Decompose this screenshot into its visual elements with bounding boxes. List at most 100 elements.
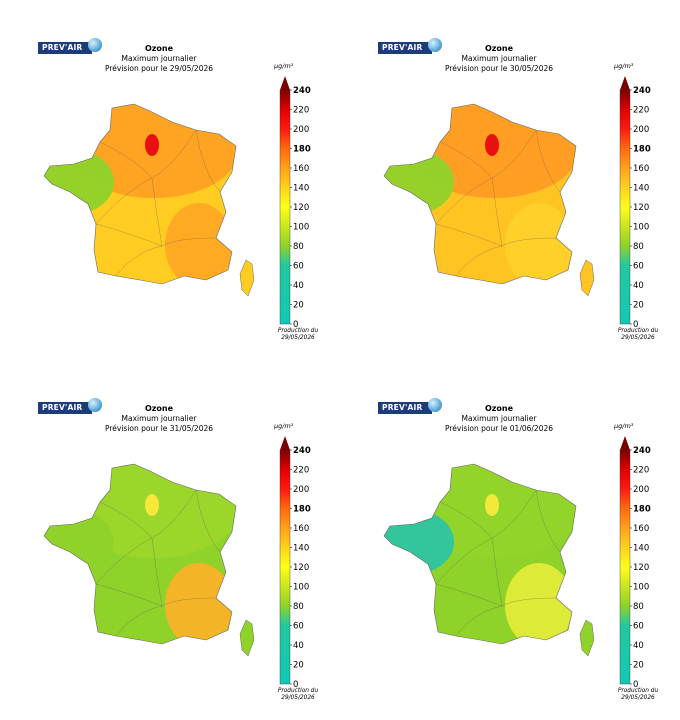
unit-label: µg/m³ — [274, 422, 294, 430]
colorbar: 0 20 40 60 80 100 120 140 160 180 200 220 240 — [279, 436, 311, 690]
logo-text: PREV'AIR — [42, 403, 83, 412]
panel-title: Ozone — [144, 44, 174, 53]
logo-text: PREV'AIR — [382, 403, 423, 412]
unit-label: µg/m³ — [274, 62, 294, 70]
hotspot — [485, 494, 499, 516]
colorbar-tick-label: 40 — [293, 641, 304, 651]
colorbar-tick-label: 120 — [633, 563, 649, 573]
colorbar-tick-label: 60 — [293, 622, 304, 632]
colorbar-tick-label: 120 — [633, 203, 649, 213]
colorbar-tick-label: 140 — [293, 544, 309, 554]
colorbar: 0 20 40 60 80 100 120 140 160 180 200 220 240 — [619, 436, 651, 690]
colorbar-tick-label: 220 — [293, 466, 309, 476]
colorbar-tick-label: 240 — [633, 86, 651, 96]
colorbar: 0 20 40 60 80 100 120 140 160 180 200 220 240 — [619, 76, 651, 330]
colorbar-tick-label: 160 — [633, 524, 649, 534]
forecast-date: Prévision pour le 31/05/2026 — [104, 424, 214, 433]
corsica — [579, 619, 594, 657]
west-zone — [384, 510, 454, 574]
production-label: Production du — [277, 688, 319, 694]
region-border — [95, 223, 163, 247]
hotspot — [145, 134, 159, 156]
colorbar-tick-label: 0 — [633, 320, 638, 330]
region-border — [95, 177, 153, 225]
panel-titles: Ozone Maximum journalier Prévision pour … — [84, 404, 234, 434]
panel-titles: Ozone Maximum journalier Prévision pour … — [424, 404, 574, 434]
panel-title: Ozone — [484, 44, 514, 53]
logo-text: PREV'AIR — [42, 43, 83, 52]
colorbar: 0 20 40 60 80 100 120 140 160 180 200 220 240 — [279, 76, 311, 330]
colorbar-tick-label: 20 — [633, 301, 644, 311]
region-border — [115, 245, 163, 277]
production-note: Production du 29/05/2026 — [606, 688, 670, 702]
forecast-date: Prévision pour le 01/06/2026 — [444, 424, 554, 433]
colorbar-tick-label: 80 — [293, 602, 304, 612]
colorbar-tick-label: 180 — [293, 505, 311, 515]
globe-icon — [88, 38, 102, 52]
france-outline — [383, 103, 577, 285]
panel-title: Ozone — [484, 404, 514, 413]
prevair-logo: PREV'AIR — [378, 398, 442, 414]
panel-titles: Ozone Maximum journalier Prévision pour … — [84, 44, 234, 74]
west-zone — [44, 150, 114, 214]
colorbar-tick-label: 80 — [633, 242, 644, 252]
production-date: 29/05/2026 — [281, 695, 315, 701]
globe-icon — [428, 38, 442, 52]
colorbar-tick-label: 100 — [293, 223, 309, 233]
colorbar-arrow — [620, 436, 630, 450]
production-date: 29/05/2026 — [621, 695, 655, 701]
colorbar-tick-label: 60 — [633, 622, 644, 632]
france-outline — [383, 463, 577, 645]
colorbar-tick-label: 200 — [293, 125, 309, 135]
production-note: Production du 29/05/2026 — [606, 328, 670, 342]
colorbar-gradient — [279, 449, 291, 685]
hotspot — [145, 494, 159, 516]
colorbar-tick-label: 40 — [293, 281, 304, 291]
corsica — [239, 259, 254, 297]
colorbar-tick-label: 220 — [633, 106, 649, 116]
unit-label: µg/m³ — [614, 62, 634, 70]
logo-text: PREV'AIR — [382, 43, 423, 52]
production-note: Production du 29/05/2026 — [266, 688, 330, 702]
forecast-panel: PREV'AIR Ozone Maximum journalier Prévis… — [0, 0, 340, 360]
corsica — [239, 619, 254, 657]
colorbar-tick-label: 160 — [633, 164, 649, 174]
globe-icon — [88, 398, 102, 412]
colorbar-arrow — [280, 76, 290, 90]
colorbar-tick-label: 240 — [633, 446, 651, 456]
production-label: Production du — [617, 688, 659, 694]
france-ozone-map — [43, 103, 254, 297]
southeast-zone — [165, 563, 233, 644]
colorbar-tick-label: 240 — [293, 86, 311, 96]
colorbar-tick-label: 40 — [633, 641, 644, 651]
region-border — [435, 223, 503, 247]
southeast-zone — [505, 203, 573, 284]
colorbar-tick-label: 0 — [293, 320, 298, 330]
colorbar-tick-label: 180 — [293, 145, 311, 155]
colorbar-tick-label: 100 — [293, 583, 309, 593]
hotspot — [485, 134, 499, 156]
colorbar-tick-label: 160 — [293, 164, 309, 174]
colorbar-arrow — [620, 76, 630, 90]
forecast-panel: PREV'AIR Ozone Maximum journalier Prévis… — [340, 360, 680, 720]
colorbar-tick-label: 60 — [633, 262, 644, 272]
colorbar-tick-label: 20 — [293, 301, 304, 311]
west-zone — [384, 150, 454, 214]
panel-subtitle: Maximum journalier — [461, 414, 537, 423]
southeast-zone — [165, 203, 233, 284]
corsica — [579, 259, 594, 297]
colorbar-tick-label: 20 — [633, 661, 644, 671]
forecast-date: Prévision pour le 29/05/2026 — [104, 64, 214, 73]
production-note: Production du 29/05/2026 — [266, 328, 330, 342]
region-border — [115, 605, 163, 637]
prevair-logo: PREV'AIR — [38, 38, 102, 54]
colorbar-tick-label: 200 — [293, 485, 309, 495]
region-border — [455, 605, 503, 637]
colorbar-tick-label: 40 — [633, 281, 644, 291]
colorbar-gradient — [619, 89, 631, 325]
panel-subtitle: Maximum journalier — [461, 54, 537, 63]
region-border — [435, 583, 503, 607]
forecast-panel: PREV'AIR Ozone Maximum journalier Prévis… — [0, 360, 340, 720]
colorbar-tick-label: 140 — [293, 184, 309, 194]
southeast-zone — [505, 563, 573, 644]
